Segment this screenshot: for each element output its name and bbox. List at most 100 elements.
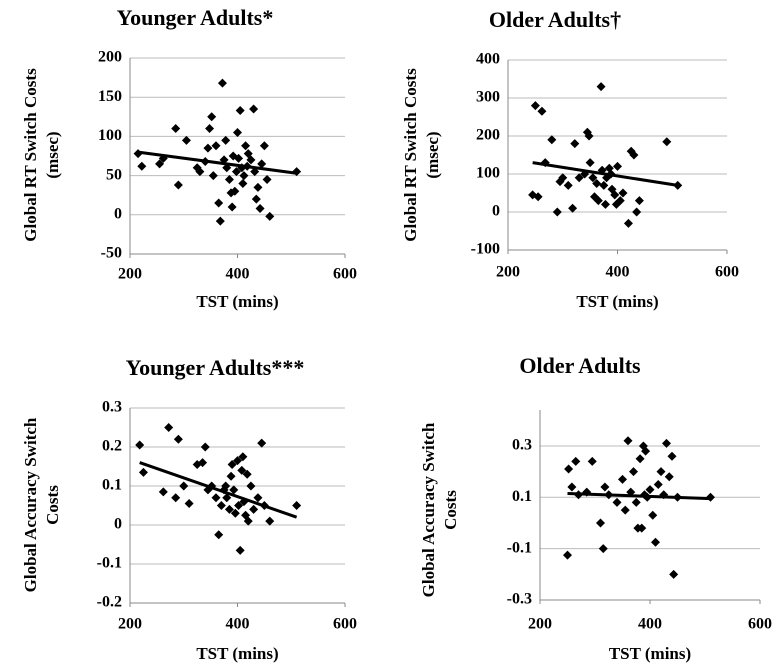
point (207, 112, 217, 122)
point (612, 497, 622, 507)
point (215, 216, 225, 226)
y-tick-label: 0.3 (102, 399, 122, 416)
point (623, 436, 633, 446)
point (533, 192, 543, 202)
x-tick-label: 200 (496, 264, 520, 281)
point (242, 469, 252, 479)
point (200, 442, 210, 452)
x-tick-label: 200 (528, 616, 552, 633)
point (184, 499, 194, 509)
point (596, 518, 605, 528)
point (221, 135, 231, 145)
point (598, 544, 608, 554)
y-tick-label: 300 (476, 89, 500, 106)
point (231, 167, 241, 177)
y-axis-label: Global Accuracy Switch (21, 417, 40, 592)
point (600, 482, 610, 492)
point (629, 150, 639, 160)
point (227, 460, 237, 470)
point (265, 211, 275, 221)
point (158, 487, 168, 497)
point (651, 537, 660, 547)
point (234, 153, 244, 163)
y-tick-label: 100 (98, 127, 122, 144)
trend-line (137, 150, 297, 175)
point (246, 155, 256, 165)
y-tick-label: -0.1 (97, 555, 122, 572)
point (221, 481, 231, 491)
chart-title: Younger Adults*** (126, 355, 305, 380)
point (634, 196, 644, 206)
x-tick-label: 400 (226, 266, 250, 283)
point (599, 180, 609, 190)
point (211, 493, 221, 503)
point (574, 173, 584, 183)
point (211, 141, 221, 151)
point (530, 101, 540, 111)
y-tick-label: -0.3 (507, 591, 532, 608)
x-tick-label: 200 (118, 616, 142, 633)
point (259, 141, 269, 151)
y-tick-label: 0 (114, 516, 122, 533)
point (235, 545, 245, 555)
y-tick-label: 100 (476, 165, 500, 182)
point (164, 423, 174, 432)
trend-line (532, 161, 678, 187)
point (537, 106, 547, 116)
point (255, 204, 265, 214)
y-tick-label: 150 (98, 88, 122, 105)
point (618, 188, 628, 198)
x-axis-label: TST (mins) (576, 292, 658, 311)
point (253, 493, 263, 503)
x-axis-label: TST (mins) (609, 644, 691, 663)
point (224, 175, 234, 185)
y-tick-label: 400 (476, 51, 500, 68)
y-axis-label: Global RT Switch Costs (401, 68, 420, 242)
point (623, 218, 633, 228)
x-tick-label: 400 (226, 616, 250, 633)
point (632, 207, 642, 217)
point (224, 504, 234, 514)
y-tick-label: 0.1 (512, 488, 532, 505)
point (656, 467, 666, 477)
point (629, 467, 638, 477)
point (564, 464, 574, 474)
y-axis-label: (msec) (43, 131, 62, 178)
point (203, 143, 213, 153)
y-axis-label: Costs (43, 485, 62, 525)
point (568, 203, 578, 213)
trend-line (139, 461, 298, 519)
point (552, 207, 562, 217)
point (205, 124, 215, 134)
point (237, 465, 247, 475)
point (241, 141, 251, 151)
point (179, 481, 189, 491)
point (613, 161, 622, 171)
point (610, 190, 620, 200)
point (229, 485, 239, 495)
point (645, 485, 655, 495)
point (547, 135, 557, 145)
point (593, 196, 603, 206)
y-tick-label: -100 (471, 241, 500, 258)
point (251, 194, 261, 204)
point (230, 186, 240, 196)
point (173, 180, 183, 190)
point (585, 158, 595, 168)
y-tick-label: 50 (106, 166, 122, 183)
point (239, 171, 249, 181)
point (173, 434, 183, 444)
point (257, 159, 267, 169)
y-tick-label: 200 (98, 49, 122, 66)
y-tick-label: 0 (492, 203, 500, 220)
point (208, 171, 218, 181)
point (155, 159, 165, 169)
point (235, 106, 245, 116)
point (137, 161, 147, 171)
y-tick-label: 0 (114, 205, 122, 222)
point (292, 501, 302, 510)
point (135, 440, 145, 450)
y-axis-label: Global Accuracy Switch (419, 422, 438, 597)
point (227, 202, 237, 212)
x-tick-label: 600 (748, 616, 772, 633)
